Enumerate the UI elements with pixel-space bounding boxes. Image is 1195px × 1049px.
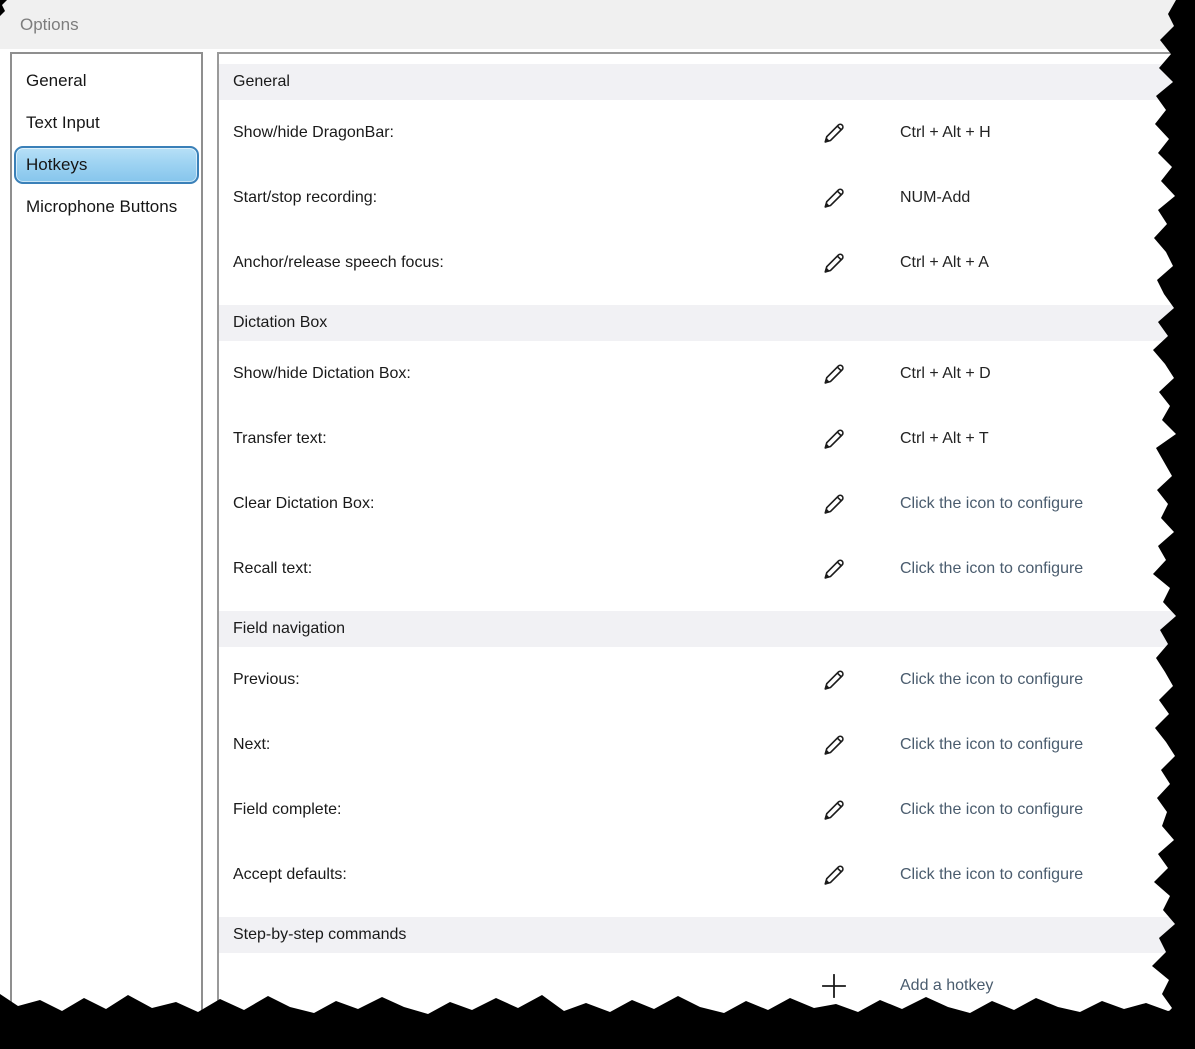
edit-hotkey-button[interactable] [819, 793, 849, 827]
section-header-label: Field navigation [233, 620, 346, 637]
sidebar-item-microphone-buttons[interactable]: Microphone Buttons [14, 186, 199, 228]
plus-icon [822, 973, 846, 998]
hotkey-row-previous: Previous: Click the icon to configure [219, 647, 1195, 712]
edit-hotkey-button[interactable] [819, 116, 849, 150]
hotkey-value: Click the icon to configure [900, 800, 1084, 818]
hotkey-row-show-hide-dictation-box: Show/hide Dictation Box: Ctrl + Alt + D [219, 341, 1195, 406]
section-header-step-by-step-commands: Step-by-step commands [219, 917, 1195, 953]
hotkey-row-start-stop-recording: Start/stop recording: NUM-Add [219, 165, 1195, 230]
section-header-general: General [219, 64, 1195, 100]
window-title: Options [20, 14, 79, 34]
hotkey-row-field-complete: Field complete: Click the icon to config… [219, 777, 1195, 842]
pencil-icon [824, 670, 844, 690]
hotkey-value: Click the icon to configure [900, 735, 1084, 753]
hotkey-label: Start/stop recording: [233, 188, 378, 206]
hotkey-row-anchor-release-speech-focus: Anchor/release speech focus: Ctrl + Alt … [219, 230, 1195, 295]
window-titlebar[interactable]: Options [0, 0, 1195, 49]
hotkey-row-show-hide-dragonbar: Show/hide DragonBar: Ctrl + Alt + H [219, 100, 1195, 165]
section-header-label: Step-by-step commands [233, 926, 407, 943]
section-header-label: General [233, 73, 290, 90]
hotkey-label: Clear Dictation Box: [233, 494, 375, 512]
sidebar-item-label: General [26, 71, 87, 90]
hotkey-label: Previous: [233, 670, 300, 688]
hotkey-value: Ctrl + Alt + H [900, 123, 991, 141]
hotkey-value: Click the icon to configure [900, 559, 1084, 577]
hotkeys-settings-panel: General Show/hide DragonBar: Ctrl + Alt … [217, 52, 1195, 1049]
pencil-icon [824, 865, 844, 885]
pencil-icon [824, 253, 844, 273]
hotkey-label: Show/hide Dictation Box: [233, 364, 411, 382]
pencil-icon [824, 188, 844, 208]
sidebar-item-label: Microphone Buttons [26, 197, 178, 216]
hotkey-value: Ctrl + Alt + T [900, 429, 989, 447]
edit-hotkey-button[interactable] [819, 246, 849, 280]
hotkey-label: Accept defaults: [233, 865, 347, 883]
hotkey-row-accept-defaults: Accept defaults: Click the icon to confi… [219, 842, 1195, 907]
hotkey-row-recall-text: Recall text: Click the icon to configure [219, 536, 1195, 601]
sidebar-item-label: Text Input [26, 113, 100, 132]
edit-hotkey-button[interactable] [819, 422, 849, 456]
pencil-icon [824, 364, 844, 384]
hotkey-label: Show/hide DragonBar: [233, 123, 394, 141]
hotkey-label: Field complete: [233, 800, 342, 818]
pencil-icon [824, 559, 844, 579]
section-header-label: Dictation Box [233, 314, 328, 331]
pencil-icon [824, 735, 844, 755]
pencil-icon [824, 123, 844, 143]
sidebar-item-general[interactable]: General [14, 60, 199, 102]
section-header-dictation-box: Dictation Box [219, 305, 1195, 341]
hotkey-value: Click the icon to configure [900, 865, 1084, 883]
hotkey-value: Ctrl + Alt + D [900, 364, 991, 382]
hotkey-value: Ctrl + Alt + A [900, 253, 989, 271]
edit-hotkey-button[interactable] [819, 487, 849, 521]
edit-hotkey-button[interactable] [819, 552, 849, 586]
sidebar: General Text Input Hotkeys Microphone Bu… [10, 52, 203, 1049]
sidebar-item-label: Hotkeys [26, 155, 88, 174]
pencil-icon [824, 800, 844, 820]
hotkey-value: NUM-Add [900, 188, 971, 206]
add-hotkey-row: Add a hotkey [219, 953, 1195, 1018]
hotkey-row-next: Next: Click the icon to configure [219, 712, 1195, 777]
sidebar-item-hotkeys[interactable]: Hotkeys [14, 146, 199, 184]
hotkey-label: Recall text: [233, 559, 313, 577]
hotkey-value: Click the icon to configure [900, 494, 1084, 512]
edit-hotkey-button[interactable] [819, 858, 849, 892]
edit-hotkey-button[interactable] [819, 728, 849, 762]
hotkey-value: Click the icon to configure [900, 670, 1084, 688]
hotkey-label: Transfer text: [233, 429, 327, 447]
edit-hotkey-button[interactable] [819, 357, 849, 391]
pencil-icon [824, 429, 844, 449]
hotkey-row-transfer-text: Transfer text: Ctrl + Alt + T [219, 406, 1195, 471]
edit-hotkey-button[interactable] [819, 663, 849, 697]
edit-hotkey-button[interactable] [819, 181, 849, 215]
section-header-field-navigation: Field navigation [219, 611, 1195, 647]
pencil-icon [824, 494, 844, 514]
hotkey-label: Next: [233, 735, 271, 753]
add-hotkey-button[interactable] [819, 969, 849, 1003]
hotkey-label: Anchor/release speech focus: [233, 253, 444, 271]
sidebar-item-text-input[interactable]: Text Input [14, 102, 199, 144]
add-hotkey-label: Add a hotkey [900, 976, 994, 994]
hotkey-row-clear-dictation-box: Clear Dictation Box: Click the icon to c… [219, 471, 1195, 536]
